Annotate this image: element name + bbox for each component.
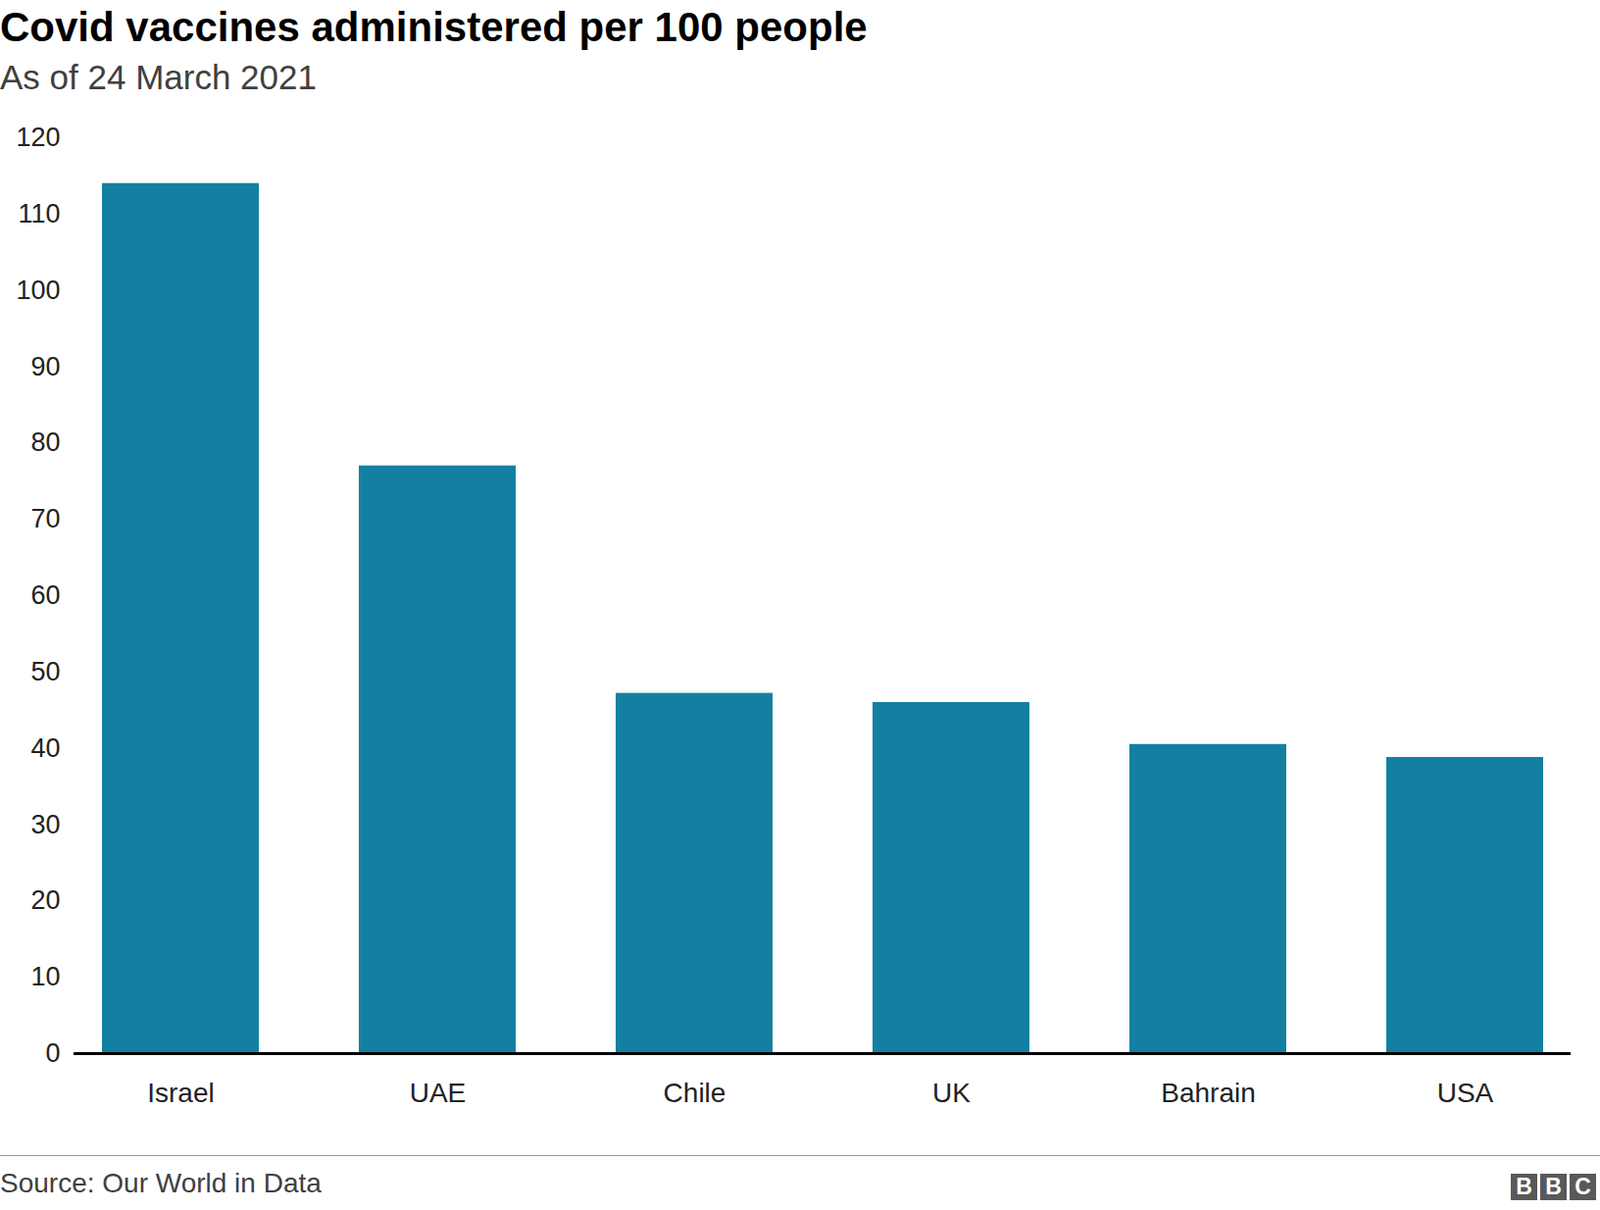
svg-text:USA: USA [1437, 1077, 1495, 1108]
svg-text:70: 70 [30, 503, 60, 534]
svg-text:0: 0 [45, 1038, 60, 1068]
svg-text:UK: UK [932, 1077, 971, 1108]
html-text:B: B [1515, 1173, 1533, 1200]
svg-text:UAE: UAE [409, 1077, 467, 1108]
svg-text:20: 20 [30, 885, 60, 915]
svg-text:Israel: Israel [147, 1077, 214, 1108]
svg-text:50: 50 [30, 656, 60, 687]
svg-text:Bahrain: Bahrain [1160, 1077, 1256, 1108]
html-text:Covid vaccines administered pe: Covid vaccines administered per 100 peop… [0, 3, 868, 50]
svg-text:120: 120 [15, 122, 60, 152]
svg-text:40: 40 [30, 733, 60, 763]
html-text:Source: Our World in Data: Source: Our World in Data [0, 1167, 322, 1199]
svg-text:110: 110 [17, 199, 60, 229]
svg-text:80: 80 [30, 427, 60, 457]
html-text:B: B [1545, 1173, 1562, 1200]
svg-text:10: 10 [30, 961, 60, 992]
svg-text:90: 90 [30, 351, 60, 382]
svg-text:Chile: Chile [663, 1077, 727, 1108]
svg-text:100: 100 [15, 275, 60, 305]
html-text:C: C [1574, 1173, 1591, 1200]
svg-text:30: 30 [30, 809, 60, 840]
svg-text:60: 60 [30, 580, 60, 610]
html-text:As of 24 March 2021: As of 24 March 2021 [0, 57, 317, 97]
